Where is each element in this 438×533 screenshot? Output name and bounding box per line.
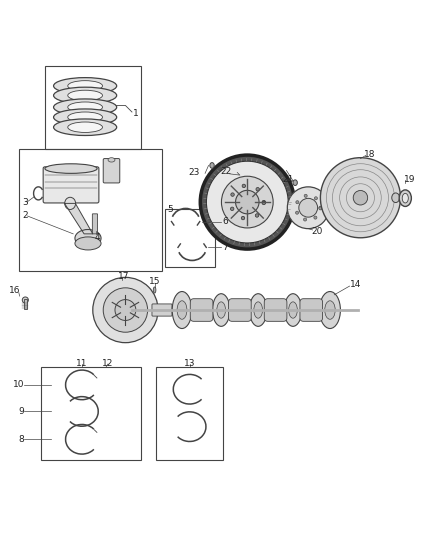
Ellipse shape xyxy=(222,176,273,228)
Ellipse shape xyxy=(293,180,297,185)
Ellipse shape xyxy=(299,198,318,217)
Text: 11: 11 xyxy=(76,359,88,368)
Text: 22: 22 xyxy=(221,167,232,176)
Ellipse shape xyxy=(93,277,158,343)
Ellipse shape xyxy=(402,193,408,203)
Text: 6: 6 xyxy=(222,217,228,226)
Ellipse shape xyxy=(314,197,318,200)
FancyBboxPatch shape xyxy=(300,298,322,321)
Ellipse shape xyxy=(353,190,367,205)
Ellipse shape xyxy=(304,195,307,197)
FancyBboxPatch shape xyxy=(264,298,287,321)
FancyBboxPatch shape xyxy=(103,158,120,183)
Ellipse shape xyxy=(45,164,97,173)
Ellipse shape xyxy=(200,155,294,249)
FancyBboxPatch shape xyxy=(152,304,172,316)
FancyBboxPatch shape xyxy=(92,214,98,234)
FancyBboxPatch shape xyxy=(190,298,213,321)
Ellipse shape xyxy=(314,216,317,219)
Ellipse shape xyxy=(392,193,399,203)
Ellipse shape xyxy=(108,158,115,162)
Ellipse shape xyxy=(255,214,259,217)
Text: 2: 2 xyxy=(22,211,28,220)
Ellipse shape xyxy=(68,102,102,112)
Text: 20: 20 xyxy=(312,227,323,236)
Ellipse shape xyxy=(230,207,234,211)
Ellipse shape xyxy=(287,187,329,229)
Ellipse shape xyxy=(75,237,101,250)
Ellipse shape xyxy=(53,99,117,116)
Ellipse shape xyxy=(65,197,76,209)
Ellipse shape xyxy=(217,302,226,318)
Ellipse shape xyxy=(212,294,230,326)
Ellipse shape xyxy=(250,294,267,326)
Ellipse shape xyxy=(289,302,297,318)
Bar xyxy=(24,299,27,309)
FancyBboxPatch shape xyxy=(229,298,251,321)
Ellipse shape xyxy=(231,193,234,196)
Text: 3: 3 xyxy=(22,198,28,207)
Ellipse shape xyxy=(296,201,299,204)
Polygon shape xyxy=(64,204,93,234)
Ellipse shape xyxy=(210,163,214,168)
Ellipse shape xyxy=(262,200,265,204)
Ellipse shape xyxy=(103,288,148,332)
FancyBboxPatch shape xyxy=(43,167,99,203)
Text: 15: 15 xyxy=(149,277,161,286)
Ellipse shape xyxy=(68,90,102,101)
Text: 13: 13 xyxy=(184,359,195,368)
Ellipse shape xyxy=(53,119,117,135)
Ellipse shape xyxy=(399,190,411,206)
Bar xyxy=(41,367,141,460)
Ellipse shape xyxy=(172,292,192,328)
Ellipse shape xyxy=(256,188,259,191)
Ellipse shape xyxy=(206,161,288,243)
Ellipse shape xyxy=(68,122,102,133)
Text: 17: 17 xyxy=(118,272,130,280)
Ellipse shape xyxy=(254,302,262,318)
Text: 5: 5 xyxy=(168,205,173,214)
Text: 1: 1 xyxy=(133,109,139,118)
Ellipse shape xyxy=(115,300,136,320)
Ellipse shape xyxy=(304,218,307,221)
Text: 10: 10 xyxy=(13,381,24,390)
Text: 12: 12 xyxy=(102,359,114,368)
Ellipse shape xyxy=(319,206,322,209)
Text: 4: 4 xyxy=(95,233,101,242)
Text: 8: 8 xyxy=(18,435,24,444)
Ellipse shape xyxy=(319,207,322,210)
Ellipse shape xyxy=(153,287,156,293)
Text: 9: 9 xyxy=(18,407,24,416)
Ellipse shape xyxy=(242,184,246,188)
Text: 21: 21 xyxy=(282,175,293,184)
Text: 19: 19 xyxy=(404,175,416,184)
Ellipse shape xyxy=(320,292,340,328)
Ellipse shape xyxy=(262,201,265,205)
Ellipse shape xyxy=(236,190,259,214)
Bar xyxy=(165,208,215,268)
Text: 7: 7 xyxy=(222,243,228,252)
Ellipse shape xyxy=(68,80,102,91)
Bar xyxy=(19,149,162,271)
Ellipse shape xyxy=(321,158,400,238)
Text: 16: 16 xyxy=(9,286,20,295)
Ellipse shape xyxy=(53,87,117,104)
Ellipse shape xyxy=(177,301,187,319)
Text: 18: 18 xyxy=(364,150,375,159)
Ellipse shape xyxy=(68,112,102,123)
Ellipse shape xyxy=(241,216,245,220)
Ellipse shape xyxy=(296,211,299,214)
Text: 23: 23 xyxy=(188,167,199,176)
Ellipse shape xyxy=(53,109,117,125)
Ellipse shape xyxy=(75,230,101,247)
Ellipse shape xyxy=(284,294,302,326)
Bar xyxy=(156,367,223,460)
Text: 14: 14 xyxy=(350,280,362,289)
Ellipse shape xyxy=(325,301,335,319)
Ellipse shape xyxy=(53,78,117,94)
Ellipse shape xyxy=(22,297,28,303)
Bar xyxy=(45,66,141,149)
